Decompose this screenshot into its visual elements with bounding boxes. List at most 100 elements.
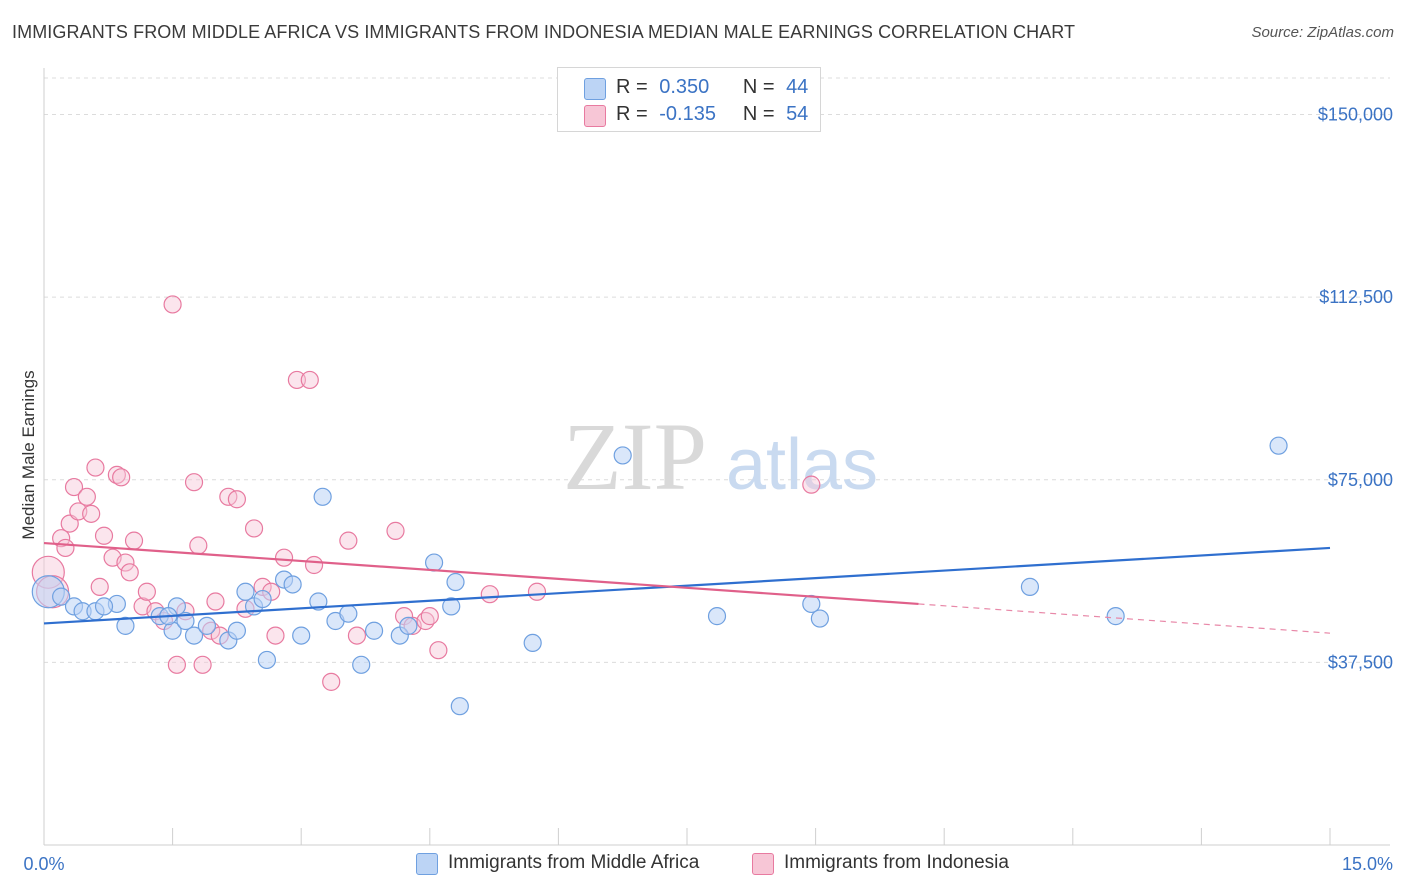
legend-n-value: 54 <box>786 103 809 125</box>
point-indonesia <box>339 531 358 550</box>
correlation-legend: R = 0.350 N = 44 R = -0.135 N = 54 <box>557 67 821 132</box>
point-middle-africa <box>707 607 727 626</box>
point-indonesia <box>266 626 285 645</box>
legend-r-label: R = <box>616 76 648 98</box>
point-indonesia <box>94 526 114 545</box>
point-indonesia <box>304 555 324 575</box>
point-indonesia <box>347 626 367 645</box>
point-indonesia <box>480 585 499 604</box>
y-tick-labels: $37,500 $75,000 $112,500 $150,000 <box>1318 105 1393 673</box>
point-middle-africa <box>1269 436 1288 455</box>
point-middle-africa <box>1020 577 1040 596</box>
point-indonesia <box>300 370 319 390</box>
watermark: ZIP atlas <box>563 403 878 510</box>
point-indonesia <box>420 607 439 626</box>
point-indonesia <box>802 475 821 494</box>
point-middle-africa <box>176 611 195 631</box>
legend-n-label: N = <box>742 103 775 125</box>
x-tick-labels: 0.0% 15.0% <box>23 854 1393 874</box>
series-swatch-indonesia <box>752 853 774 875</box>
point-middle-africa <box>309 592 328 611</box>
point-middle-africa <box>352 655 371 674</box>
point-indonesia <box>386 521 405 540</box>
source-credit: Source: ZipAtlas.com <box>1251 24 1394 41</box>
point-indonesia <box>244 519 264 538</box>
series-label-middle-africa: Immigrants from Middle Africa <box>448 852 700 873</box>
axes <box>43 68 1390 846</box>
point-middle-africa <box>184 626 204 645</box>
point-middle-africa <box>364 621 384 640</box>
legend-text-indonesia: R = -0.135 N = 54 <box>616 103 808 126</box>
point-indonesia <box>77 487 96 506</box>
point-middle-africa <box>292 626 311 645</box>
y-tick-label: $150,000 <box>1318 105 1393 125</box>
point-indonesia <box>90 577 109 596</box>
point-middle-africa <box>810 609 829 628</box>
point-indonesia <box>112 468 131 487</box>
point-middle-africa <box>442 597 461 616</box>
point-indonesia <box>287 370 307 390</box>
legend-r-value: 0.350 <box>659 76 710 98</box>
gridlines <box>44 77 1390 663</box>
x-tick-label-max: 15.0% <box>1342 854 1393 874</box>
point-indonesia <box>189 536 208 555</box>
point-middle-africa <box>283 575 302 594</box>
point-middle-africa <box>523 633 542 653</box>
point-indonesia <box>116 553 135 572</box>
point-indonesia <box>163 295 182 314</box>
point-middle-africa <box>339 604 358 623</box>
data-points <box>31 295 1288 716</box>
trend-line-indonesia <box>43 541 919 606</box>
point-indonesia <box>86 458 105 477</box>
trend-line-indonesia-extension <box>918 603 1331 634</box>
legend-swatch-middle-africa <box>584 78 606 100</box>
y-tick-label: $112,500 <box>1319 287 1393 307</box>
legend-n-label: N = <box>742 76 775 98</box>
series-swatch-middle-africa <box>416 853 438 875</box>
point-middle-africa <box>52 587 71 606</box>
y-axis-label: Median Male Earnings <box>19 370 38 539</box>
series-label-indonesia: Immigrants from Indonesia <box>784 852 1009 873</box>
chart-title: IMMIGRANTS FROM MIDDLE AFRICA VS IMMIGRA… <box>12 22 1076 42</box>
point-indonesia <box>527 582 547 601</box>
point-indonesia <box>184 473 204 492</box>
y-tick-label: $37,500 <box>1328 652 1393 672</box>
point-indonesia <box>274 548 294 567</box>
point-indonesia <box>137 582 156 601</box>
point-middle-africa <box>227 621 246 640</box>
point-middle-africa <box>94 597 114 616</box>
trend-line-middle-africa <box>43 546 1331 625</box>
point-indonesia <box>322 672 341 691</box>
legend-swatch-indonesia <box>584 105 606 127</box>
point-indonesia <box>227 490 246 509</box>
point-indonesia <box>56 538 75 558</box>
point-middle-africa <box>236 582 255 601</box>
point-middle-africa <box>313 487 332 506</box>
legend-n-value: 44 <box>786 76 809 98</box>
point-middle-africa <box>424 553 444 572</box>
point-indonesia <box>206 592 225 611</box>
point-indonesia <box>193 655 212 674</box>
point-indonesia <box>82 504 101 523</box>
point-middle-africa <box>446 572 465 592</box>
point-indonesia <box>124 531 144 550</box>
point-middle-africa <box>257 650 277 670</box>
y-tick-label: $75,000 <box>1328 470 1393 490</box>
point-indonesia <box>429 641 448 660</box>
trend-lines <box>43 541 1331 634</box>
point-middle-africa <box>1106 607 1125 626</box>
point-indonesia <box>52 529 71 548</box>
point-middle-africa <box>116 616 135 635</box>
point-middle-africa <box>613 446 632 465</box>
watermark-atlas: atlas <box>726 425 878 505</box>
point-middle-africa <box>253 589 272 609</box>
point-middle-africa <box>197 616 216 635</box>
legend-text-middle-africa: R = 0.350 N = 44 <box>616 76 808 99</box>
watermark-zip: ZIP <box>563 403 707 510</box>
x-tick-label-min: 0.0% <box>23 854 64 874</box>
point-middle-africa <box>450 697 469 716</box>
legend-r-value: -0.135 <box>659 103 716 125</box>
point-indonesia <box>64 477 84 497</box>
point-indonesia <box>167 655 186 674</box>
